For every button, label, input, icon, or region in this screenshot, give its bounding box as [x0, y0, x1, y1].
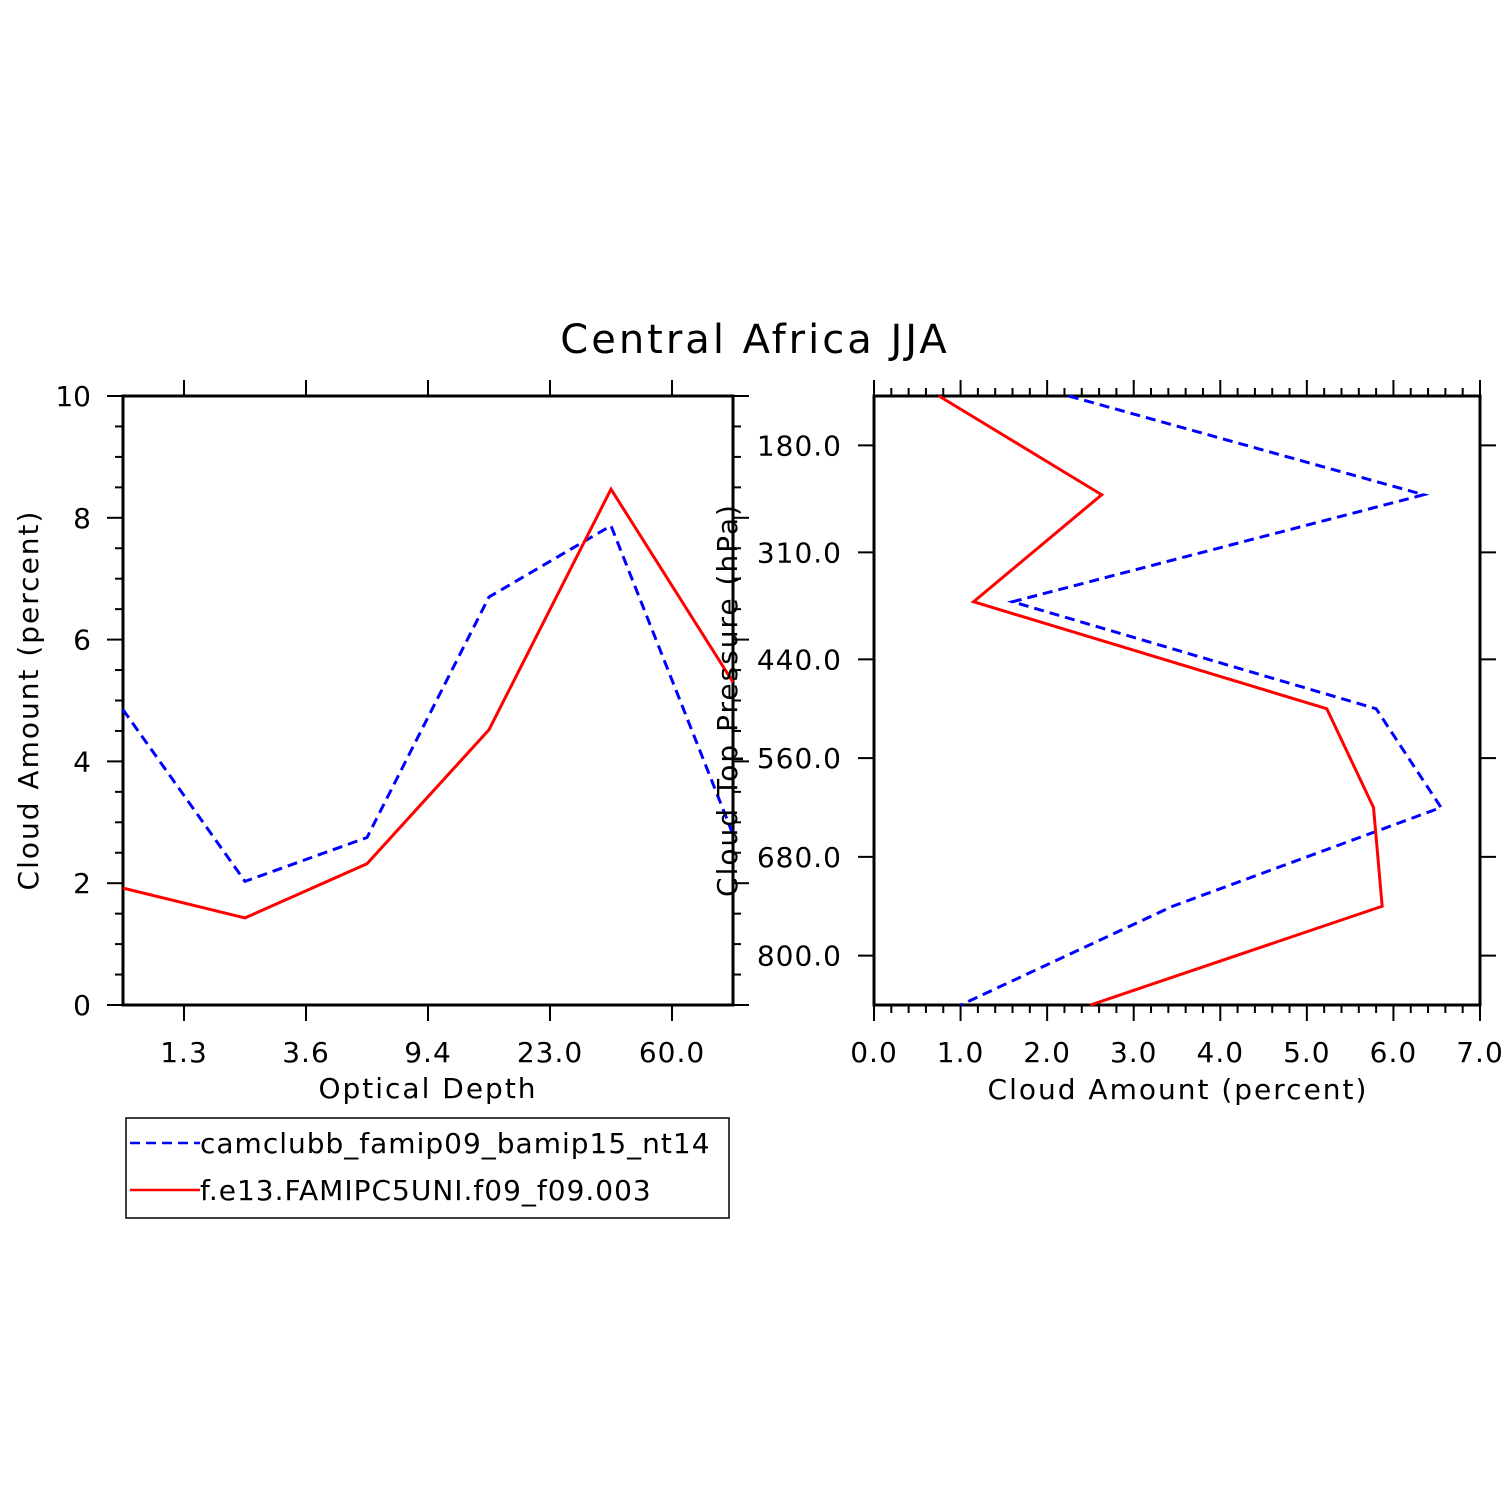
right-x-tick-label: 5.0 — [1283, 1036, 1331, 1069]
left-y-tick-label: 10 — [55, 380, 91, 413]
legend-label-series2: f.e13.FAMIPC5UNI.f09_f09.003 — [200, 1174, 652, 1207]
right-x-tick-label: 4.0 — [1197, 1036, 1245, 1069]
right-series-line-2 — [938, 394, 1384, 1007]
right-series-line-1 — [959, 394, 1444, 1007]
cloud-top-pressure-chart: 180.0 310.0 440.0 560.0 680.0 800.0 0.0 1.0 2.0… — [711, 380, 1504, 1106]
right-y-tick-label: 440.0 — [757, 643, 842, 676]
left-x-tick-label: 9.4 — [404, 1036, 452, 1069]
figure-title: Central Africa JJA — [560, 317, 949, 363]
right-x-tick-label: 3.0 — [1110, 1036, 1158, 1069]
left-y-tick-label: 8 — [73, 502, 91, 535]
left-y-tick-label: 6 — [73, 624, 91, 657]
left-x-tick-label: 3.6 — [282, 1036, 330, 1069]
right-y-tick-label: 180.0 — [757, 429, 842, 462]
left-y-axis-label: Cloud Amount (percent) — [12, 510, 45, 891]
left-plot-frame — [121, 394, 735, 1007]
right-y-tick-label: 560.0 — [757, 742, 842, 775]
left-series-line-2 — [122, 486, 735, 920]
right-x-tick-label: 0.0 — [850, 1036, 898, 1069]
left-x-axis-label: Optical Depth — [318, 1072, 537, 1105]
right-plot-frame — [872, 394, 1482, 1007]
legend-box — [125, 1117, 730, 1219]
right-x-axis-label: Cloud Amount (percent) — [988, 1073, 1369, 1106]
right-x-tick-label: 2.0 — [1023, 1036, 1071, 1069]
right-y-tick-label: 680.0 — [757, 841, 842, 874]
left-x-tick-label: 23.0 — [517, 1036, 583, 1069]
right-x-tick-label: 1.0 — [937, 1036, 985, 1069]
right-x-tick-label: 7.0 — [1456, 1036, 1504, 1069]
left-y-tick-label: 4 — [73, 745, 91, 778]
right-y-tick-label: 800.0 — [757, 940, 842, 973]
left-y-tick-label: 2 — [73, 867, 91, 900]
right-y-axis-label: Cloud Top Pressure (hPa) — [711, 503, 744, 897]
legend: camclubb_famip09_bamip15_nt14 f.e13.FAMI… — [125, 1117, 730, 1219]
legend-label-series1: camclubb_famip09_bamip15_nt14 — [200, 1127, 711, 1160]
left-y-tick-label: 0 — [73, 989, 91, 1022]
right-y-tick-label: 310.0 — [757, 536, 842, 569]
right-x-tick-label: 6.0 — [1370, 1036, 1418, 1069]
left-x-tick-label: 1.3 — [160, 1036, 208, 1069]
left-series-line-1 — [121, 523, 735, 884]
left-x-tick-label: 60.0 — [639, 1036, 705, 1069]
